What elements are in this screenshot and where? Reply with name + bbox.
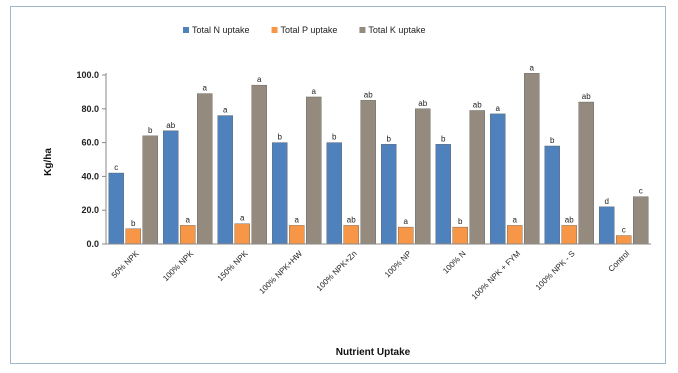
bar-n-uptake: [599, 206, 615, 245]
bar-k-uptake: [142, 135, 158, 245]
bar-p-uptake: [180, 225, 196, 245]
bar-p-uptake: [452, 226, 468, 245]
x-tick-label: 100% NPK+Zn: [315, 249, 359, 293]
x-tick-label: 100% NP: [383, 249, 413, 279]
legend: Total N uptake Total P uptake Total K upta…: [183, 25, 425, 35]
bar-n-uptake: [217, 115, 233, 245]
bar-n-uptake: [108, 172, 124, 245]
x-axis: 50% NPK 100% NPK 150% NPK 100% NPK+HW 100% N…: [106, 243, 651, 302]
x-tick-label: 50% NPK: [110, 249, 141, 280]
legend-label: Total P uptake: [281, 25, 338, 35]
bar-n-uptake: [163, 130, 179, 245]
bar-data-label: a: [312, 87, 317, 96]
bar-data-label: b: [387, 134, 392, 143]
x-tick-label: 100% N: [441, 249, 468, 276]
bar-data-label: b: [148, 126, 153, 135]
bar-data-label: b: [131, 219, 136, 228]
y-tick-label: 20.0: [81, 205, 99, 215]
bar-n-uptake: [381, 144, 397, 245]
bar-data-label: ab: [565, 215, 574, 224]
bar-data-label: c: [622, 226, 626, 235]
bar-data-label: a: [295, 215, 300, 224]
bar-k-uptake: [578, 101, 594, 245]
bar-data-label: a: [404, 217, 409, 226]
bar-data-label: b: [332, 133, 337, 142]
bar-p-uptake: [125, 228, 141, 245]
x-tick-label: Control: [607, 249, 632, 274]
bar-k-uptake: [360, 100, 376, 245]
bar-data-label: b: [441, 134, 446, 143]
y-tick-label: 80.0: [81, 104, 99, 114]
bar-data-label: a: [240, 214, 245, 223]
bar-k-uptake: [633, 196, 649, 245]
bar-data-label: b: [458, 217, 463, 226]
bar-data-label: ab: [582, 92, 591, 101]
x-axis-title: Nutrient Uptake: [336, 347, 411, 358]
bar-p-uptake: [616, 235, 632, 245]
bar-n-uptake: [326, 142, 342, 245]
bar-n-uptake: [435, 144, 451, 245]
x-tick-label: 150% NPK: [216, 249, 251, 284]
bar-data-label: c: [639, 187, 643, 196]
bar-p-uptake: [289, 225, 305, 245]
bar-data-label: ab: [418, 99, 427, 108]
bar-p-uptake: [398, 226, 414, 245]
y-tick-label: 0.0: [86, 239, 99, 249]
bar-data-label: a: [186, 215, 191, 224]
y-axis: 0.0 20.0 40.0 60.0 80.0 100.0: [76, 70, 107, 249]
bar-k-uptake: [469, 110, 485, 245]
bar-n-uptake: [490, 113, 506, 245]
x-tick-label: 100% NPK+HW: [257, 249, 304, 296]
bar-data-label: a: [257, 75, 262, 84]
bar-k-uptake: [306, 96, 322, 245]
x-tick-label: 100% NPK + FYM: [470, 249, 523, 302]
bar-data-label: ab: [166, 121, 175, 130]
bar-p-uptake: [561, 225, 577, 245]
bar-data-label: c: [114, 163, 118, 172]
y-tick-label: 60.0: [81, 138, 99, 148]
bar-k-uptake: [524, 73, 540, 245]
bar-data-label: a: [530, 63, 535, 72]
bar-data-label: b: [278, 133, 283, 142]
bar-data-label: a: [513, 215, 518, 224]
bar-p-uptake: [507, 225, 523, 245]
bar-n-uptake: [272, 142, 288, 245]
bar-data-label: a: [223, 106, 228, 115]
bar-chart: Total N uptake Total P uptake Total K upta…: [43, 25, 651, 358]
bar-n-uptake: [544, 145, 560, 245]
legend-swatch: [359, 27, 366, 33]
x-tick-label: 100% NPK - S: [534, 249, 577, 292]
y-tick-label: 40.0: [81, 171, 99, 181]
legend-label: Total K uptake: [368, 25, 425, 35]
bar-p-uptake: [343, 225, 359, 245]
chart-frame: Total N uptake Total P uptake Total K upta…: [10, 6, 666, 364]
bar-k-uptake: [197, 93, 213, 245]
y-axis-title: Kg/ha: [43, 148, 54, 176]
bar-data-label: ab: [347, 215, 356, 224]
bar-data-label: ab: [364, 90, 373, 99]
bar-data-label: d: [605, 197, 609, 206]
legend-label: Total N uptake: [192, 25, 250, 35]
bar-k-uptake: [251, 84, 267, 245]
legend-swatch: [271, 27, 278, 33]
bar-data-label: a: [203, 84, 208, 93]
x-tick-label: 100% NPK: [161, 249, 196, 284]
bar-data-label: b: [550, 136, 555, 145]
bar-k-uptake: [415, 108, 431, 245]
bar-p-uptake: [234, 223, 250, 245]
y-tick-label: 100.0: [76, 70, 99, 80]
bar-data-label: a: [496, 104, 501, 113]
legend-swatch: [183, 27, 189, 33]
bar-data-label: ab: [473, 100, 482, 109]
